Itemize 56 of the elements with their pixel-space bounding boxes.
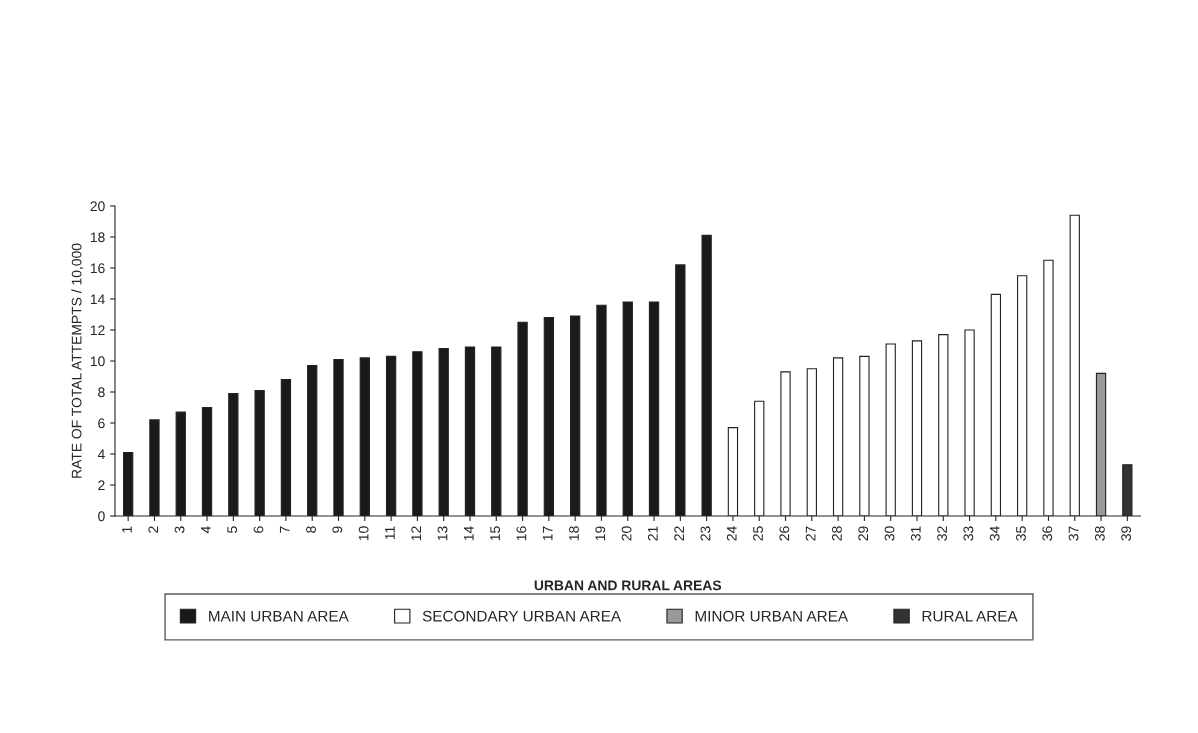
x-tick-label: 6 xyxy=(253,526,264,533)
legend-label: MINOR URBAN AREA xyxy=(695,610,849,622)
x-tick-label: 24 xyxy=(726,526,737,541)
legend-label: SECONDARY URBAN AREA xyxy=(422,610,622,622)
x-tick-label: 5 xyxy=(227,526,238,533)
x-tick-label: 18 xyxy=(569,526,579,541)
x-tick-label: 32 xyxy=(937,526,948,541)
y-tick-label: 0 xyxy=(98,511,105,522)
x-tick-label: 22 xyxy=(674,526,684,541)
x-tick-label: 9 xyxy=(332,526,343,533)
x-tick-label: 17 xyxy=(542,526,553,541)
y-tick-label: 12 xyxy=(90,325,105,336)
x-tick-label: 38 xyxy=(1094,526,1105,541)
x-tick-label: 16 xyxy=(516,526,527,541)
x-tick-label: 23 xyxy=(700,526,711,541)
x-tick-label: 21 xyxy=(647,526,658,541)
x-tick-label: 4 xyxy=(201,526,211,534)
x-tick-label: 10 xyxy=(358,526,369,541)
x-tick-label: 3 xyxy=(174,526,185,533)
y-tick-label: 20 xyxy=(90,201,105,212)
x-tick-label: 12 xyxy=(411,526,421,541)
x-tick-label: 20 xyxy=(621,526,632,541)
x-tick-label: 30 xyxy=(884,526,895,541)
legend-label: MAIN URBAN AREA xyxy=(209,610,349,622)
x-tick-label: 29 xyxy=(858,526,869,541)
x-tick-label: 2 xyxy=(148,526,159,533)
x-tick-label: 39 xyxy=(1121,526,1132,541)
x-tick-label: 15 xyxy=(490,526,501,541)
x-tick-label: 8 xyxy=(306,526,316,533)
x-tick-label: 36 xyxy=(1042,526,1053,541)
x-tick-label: 7 xyxy=(279,526,290,533)
y-tick-label: 18 xyxy=(90,232,105,243)
y-tick-label: 16 xyxy=(90,263,105,274)
x-tick-label: 27 xyxy=(805,526,816,541)
y-tick-label: 10 xyxy=(90,356,105,367)
y-tick-label: 2 xyxy=(98,480,105,491)
x-tick-label: 19 xyxy=(595,526,606,541)
x-tick-label: 28 xyxy=(832,526,842,541)
x-tick-label: 25 xyxy=(753,526,763,541)
x-tick-label: 34 xyxy=(989,526,1000,541)
y-axis-title: RATE OF TOTAL ATTEMPTS / 10,000 xyxy=(71,243,84,478)
y-tick-label: 6 xyxy=(98,418,105,429)
x-axis-title: URBAN AND RURAL AREAS xyxy=(534,580,722,591)
x-tick-label: 14 xyxy=(464,526,474,541)
x-tick-label: 13 xyxy=(437,526,448,541)
x-tick-label: 31 xyxy=(910,526,921,541)
y-tick-label: 8 xyxy=(98,387,105,398)
x-tick-label: 37 xyxy=(1068,526,1079,541)
x-tick-label: 26 xyxy=(779,526,790,541)
x-tick-label: 1 xyxy=(122,526,132,533)
y-tick-label: 14 xyxy=(90,294,105,305)
x-tick-label: 35 xyxy=(1016,526,1026,541)
x-tick-label: 33 xyxy=(963,526,974,541)
legend-label: RURAL AREA xyxy=(922,610,1018,622)
x-tick-label: 11 xyxy=(385,526,395,540)
y-tick-label: 4 xyxy=(97,449,105,460)
